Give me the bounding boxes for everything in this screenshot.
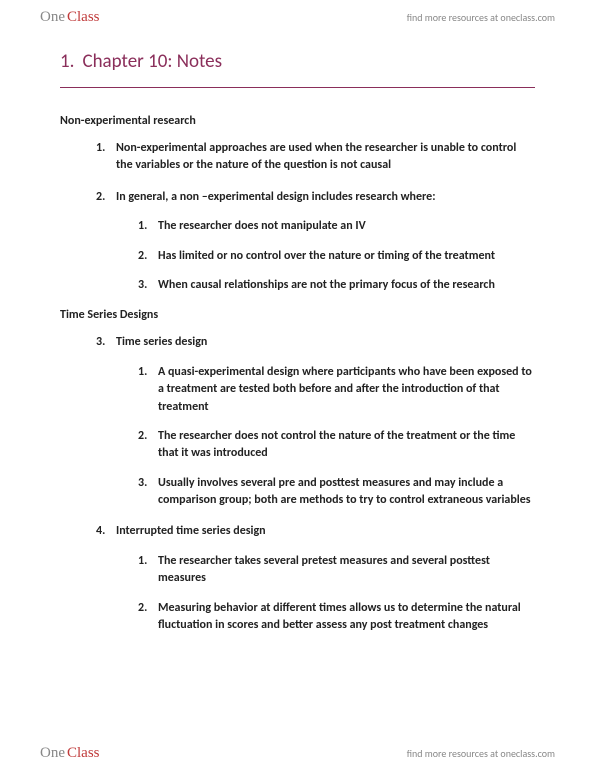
item-text: In general, a non –experimental design i… (116, 190, 436, 204)
sub-item: Has limited or no control over the natur… (144, 248, 535, 265)
ts-list: Time series design A quasi-experimental … (60, 334, 535, 634)
document-body: 1. Chapter 10: Notes Non-experimental re… (60, 50, 535, 730)
list-item: Time series design A quasi-experimental … (102, 334, 535, 509)
sub-item: When causal relationships are not the pr… (144, 277, 535, 294)
sub-item: Measuring behavior at different times al… (144, 600, 535, 635)
sub-item: Usually involves several pre and posttes… (144, 475, 535, 510)
section-ts-heading: Time Series Designs (60, 308, 535, 322)
brand-class: Class (67, 9, 100, 26)
brand-logo-footer: OneClass (40, 745, 100, 762)
list-item: Interrupted time series design The resea… (102, 523, 535, 634)
chapter-title: 1. Chapter 10: Notes (60, 50, 535, 88)
list-item: Non-experimental approaches are used whe… (102, 140, 535, 175)
item-text: Time series design (116, 335, 207, 349)
sub-item: The researcher does not manipulate an IV (144, 218, 535, 235)
footer-tagline: find more resources at oneclass.com (407, 747, 555, 760)
sub-item: A quasi-experimental design where partic… (144, 364, 535, 416)
section-nonexp-heading: Non-experimental research (60, 114, 535, 128)
page-header: OneClass find more resources at oneclass… (0, 0, 595, 34)
sub-list: A quasi-experimental design where partic… (116, 364, 535, 510)
brand-one: One (40, 9, 65, 26)
sub-list: The researcher takes several pretest mea… (116, 553, 535, 635)
page-footer: OneClass find more resources at oneclass… (0, 736, 595, 770)
nonexp-list: Non-experimental approaches are used whe… (60, 140, 535, 294)
sub-item: The researcher takes several pretest mea… (144, 553, 535, 588)
title-number: 1. (60, 50, 74, 73)
brand-one: One (40, 745, 65, 762)
item-text: Interrupted time series design (116, 524, 266, 538)
list-item: In general, a non –experimental design i… (102, 189, 535, 295)
item-text: Non-experimental approaches are used whe… (116, 141, 516, 172)
sub-item: The researcher does not control the natu… (144, 428, 535, 463)
title-text: Chapter 10: Notes (82, 50, 222, 73)
brand-class: Class (67, 745, 100, 762)
brand-logo: OneClass (40, 9, 100, 26)
header-tagline: find more resources at oneclass.com (407, 11, 555, 24)
sub-list: The researcher does not manipulate an IV… (116, 218, 535, 294)
